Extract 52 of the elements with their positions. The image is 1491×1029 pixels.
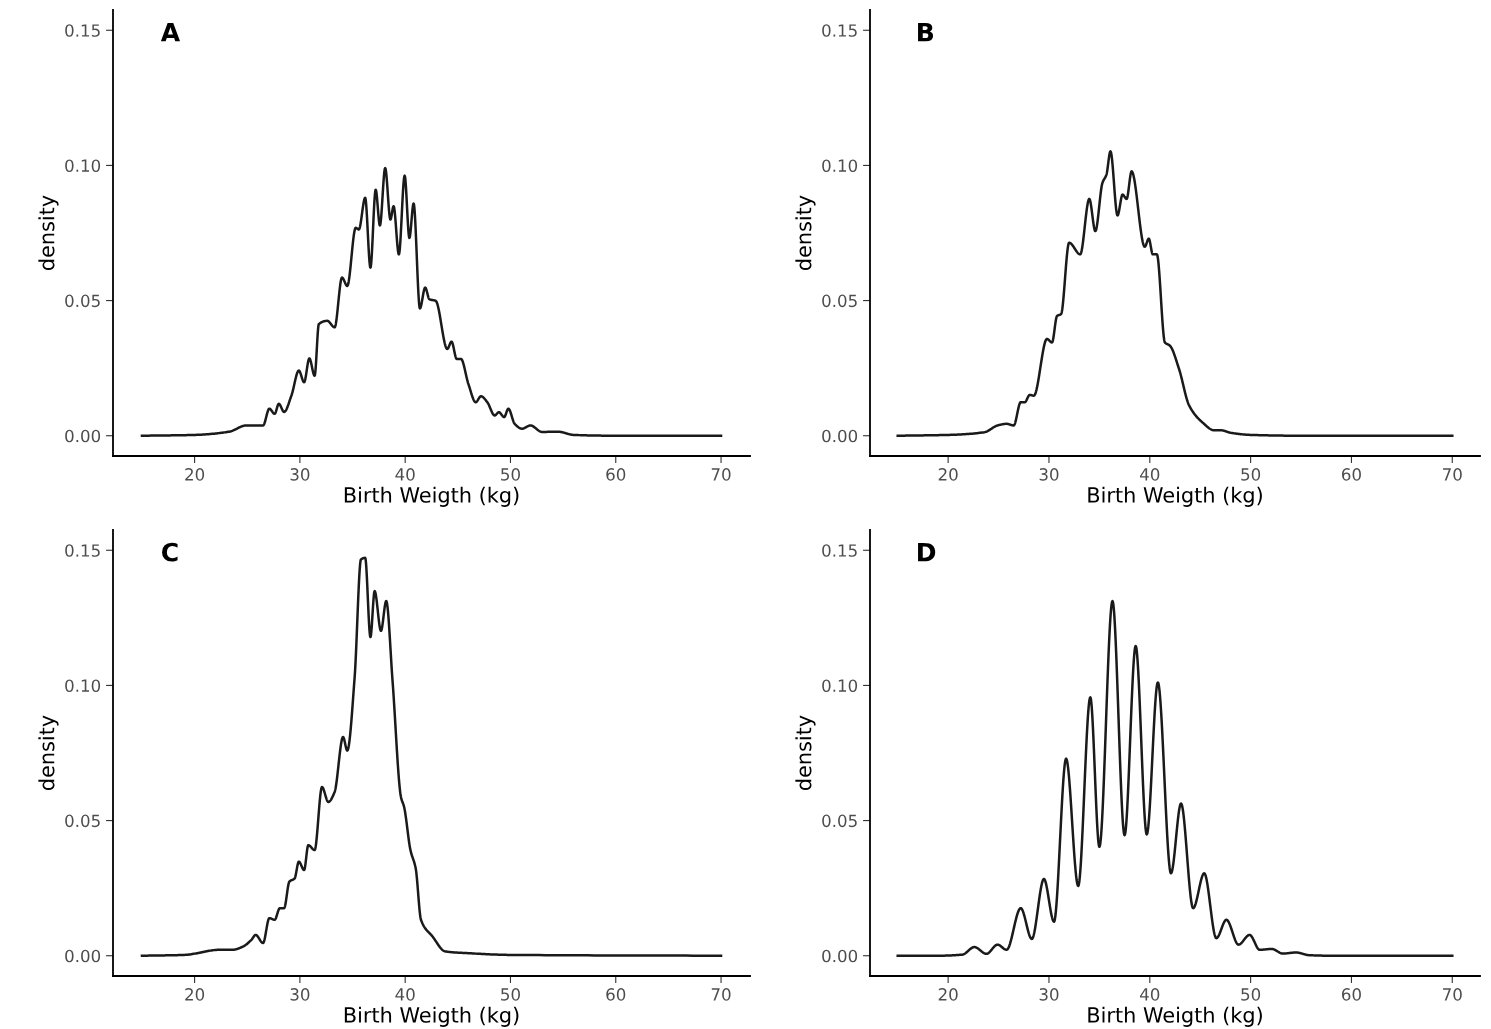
y-tick-label: 0.10 [822,159,858,172]
y-tick-label: 0.15 [65,544,100,557]
x-tick-label: 70 [1443,988,1462,1001]
chart-title: A [160,22,180,42]
x-tick-label: 40 [395,468,415,481]
x-tick-label: 50 [1241,468,1261,481]
y-tick-label: 0.15 [65,24,100,37]
x-tick-label: 40 [1140,468,1160,481]
x-tick-label: 50 [1241,988,1261,1001]
y-axis-title: density [795,715,816,791]
y-tick-label: 0.10 [65,159,101,172]
x-tick-label: 30 [290,988,310,1001]
x-tick-label: 20 [938,468,958,481]
x-tick-label: 70 [1443,468,1462,481]
chart-title: B [918,22,934,42]
x-tick-label: 70 [711,468,731,481]
y-tick-label: 0.05 [822,814,857,828]
chart-title: D [918,542,936,562]
y-tick-label: 0.00 [822,429,858,443]
y-tick-label: 0.05 [65,814,100,828]
y-tick-label: 0.10 [822,679,858,692]
x-tick-label: 50 [501,988,520,1001]
y-tick-label: 0.10 [65,679,101,692]
x-tick-label: 60 [606,988,626,1001]
x-axis-title: Birth Weigth (kg) [1088,486,1262,507]
y-tick-label: 0.00 [65,949,101,963]
y-axis-title: density [38,715,59,791]
x-tick-label: 50 [501,468,520,481]
y-tick-label: 0.00 [822,949,858,963]
y-tick-label: 0.05 [822,294,857,308]
x-tick-label: 40 [395,988,415,1001]
x-tick-label: 30 [1039,988,1059,1001]
x-tick-label: 60 [1342,468,1361,481]
x-tick-label: 60 [606,468,626,481]
x-tick-label: 30 [290,468,310,481]
y-axis-title: density [795,195,816,271]
y-tick-label: 0.15 [822,24,857,37]
x-tick-label: 30 [1039,468,1059,481]
x-axis-title: Birth Weigth (kg) [1088,1006,1262,1027]
x-tick-label: 70 [711,988,731,1001]
x-axis-title: Birth Weigth (kg) [344,486,519,507]
x-tick-label: 40 [1140,988,1160,1001]
x-tick-label: 20 [185,468,205,481]
x-axis-title: Birth Weigth (kg) [344,1006,519,1027]
y-axis-title: density [38,195,59,271]
y-tick-label: 0.00 [65,429,101,443]
chart-title: C [162,542,178,562]
x-tick-label: 20 [938,988,958,1001]
y-tick-label: 0.05 [65,294,100,308]
y-tick-label: 0.15 [822,544,857,557]
x-tick-label: 20 [185,988,205,1001]
x-tick-label: 60 [1342,988,1361,1001]
